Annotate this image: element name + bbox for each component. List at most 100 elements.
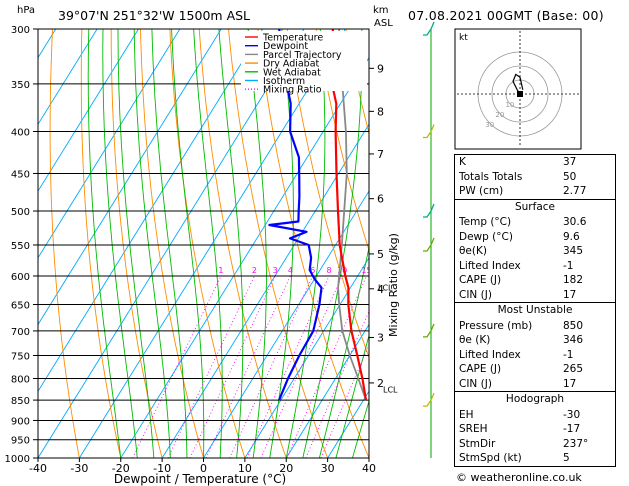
- hodograph-param-label: StmDir: [459, 437, 496, 450]
- credit-text: © weatheronline.co.uk: [456, 471, 582, 484]
- hodograph-params-section: Hodograph EH -30 SREH -17 StmDir 237° StmSpd (…: [454, 391, 617, 467]
- most-unstable-section: Most Unstable Pressure (mb) 850 θe (K) 346 L…: [454, 302, 617, 393]
- isotherm-line: [38, 29, 181, 259]
- hodograph-param-row: EH -30: [455, 407, 617, 422]
- isotherm-line: [38, 29, 263, 393]
- mixing-ratio-label: 10: [337, 266, 347, 275]
- most-unstable-label: CAPE (J): [459, 363, 502, 376]
- isotherm-line: [203, 190, 369, 458]
- pressure-label: 300: [11, 25, 30, 36]
- x-tick-label: -10: [153, 462, 171, 475]
- hodograph-param-value: -30: [563, 408, 581, 421]
- most-unstable-row: CIN (J) 17: [455, 377, 617, 392]
- index-value: 50: [563, 170, 577, 183]
- isotherm-line: [78, 29, 346, 458]
- most-unstable-label: Pressure (mb): [459, 319, 533, 332]
- legend-label: Dry Adiabat: [263, 59, 320, 70]
- isotherm-line: [285, 323, 369, 458]
- hodograph-ring-label: 30: [485, 121, 494, 129]
- dry-adiabat-line: [140, 29, 204, 458]
- pressure-label: 550: [11, 241, 30, 252]
- hodograph-trace: [512, 73, 524, 95]
- hodograph-param-row: StmSpd (kt) 5: [455, 451, 617, 466]
- pressure-label: 950: [11, 436, 30, 447]
- surface-row: CAPE (J) 182: [455, 273, 617, 288]
- x-tick-label: -40: [29, 462, 47, 475]
- parcel-trajectory-profile-line: [337, 29, 367, 401]
- isotherm-line: [38, 29, 98, 126]
- wind-barb: [423, 21, 435, 36]
- legend-label: Isotherm: [263, 76, 305, 87]
- index-value: 37: [563, 156, 577, 169]
- legend-label: Parcel Trajectory: [263, 50, 342, 61]
- mixing-ratio-axis-title: Mixing Ratio (g/kg): [387, 233, 400, 337]
- hodograph-storm-marker: [517, 91, 523, 97]
- mixing-ratio-line: [167, 275, 255, 458]
- hodograph-param-value: 237°: [563, 437, 589, 450]
- km-tick-label: 6: [377, 193, 384, 206]
- legend-box: [241, 31, 367, 91]
- surface-label: Dewp (°C): [459, 230, 513, 243]
- hodograph-param-label: EH: [459, 408, 474, 421]
- most-unstable-row: CAPE (J) 265: [455, 362, 617, 377]
- x-tick-label: 30: [321, 462, 335, 475]
- most-unstable-label: Lifted Index: [459, 348, 521, 361]
- mixing-ratio-line: [189, 275, 276, 458]
- wet-adiabat-line: [171, 29, 205, 458]
- pressure-label: 750: [11, 351, 30, 362]
- dewpoint-profile-line: [268, 29, 323, 401]
- legend-label: Temperature: [262, 33, 323, 44]
- wet-adiabat-line: [335, 333, 369, 458]
- indices-panel: K 37 Totals Totals 50 PW (cm) 2.77 Surface Te…: [454, 154, 617, 467]
- hodograph-ring: [491, 65, 549, 123]
- pressure-label: 400: [11, 128, 30, 139]
- x-tick-label: 10: [238, 462, 252, 475]
- wind-barb: [423, 392, 435, 407]
- surface-row: Dewp (°C) 9.6: [455, 229, 617, 244]
- x-tick-label: 0: [200, 462, 207, 475]
- index-value: 2.77: [563, 185, 587, 198]
- lcl-lower-label: LCL: [383, 385, 398, 394]
- surface-section: Surface Temp (°C) 30.6 Dewp (°C) 9.6 θe(K) 34…: [454, 198, 617, 304]
- mixing-ratio-label: 6: [310, 266, 315, 275]
- most-unstable-value: 265: [563, 363, 584, 376]
- wind-barb: [423, 323, 435, 338]
- isotherm-line: [120, 56, 369, 458]
- most-unstable-value: -1: [563, 348, 574, 361]
- hodograph-unit-label: kt: [459, 33, 468, 43]
- isotherm-line: [38, 29, 222, 326]
- isotherm-line: [38, 29, 305, 458]
- index-row: Totals Totals 50: [455, 170, 617, 185]
- km-tick-label: 5: [377, 248, 384, 261]
- most-unstable-label: CIN (J): [459, 378, 492, 391]
- wind-barb: [423, 237, 435, 252]
- km-tick-label: 8: [377, 105, 384, 118]
- hodograph-ring-label: 20: [495, 111, 504, 119]
- mixing-ratio-label: 1: [218, 266, 223, 275]
- most-unstable-value: 346: [563, 334, 584, 347]
- surface-label: Lifted Index: [459, 259, 521, 272]
- isotherm-line: [38, 29, 139, 192]
- mixing-ratio-line: [246, 275, 330, 458]
- surface-row: Temp (°C) 30.6: [455, 215, 617, 230]
- pressure-label: 650: [11, 301, 30, 312]
- surface-row: Lifted Index -1: [455, 259, 617, 274]
- hodograph-frame: [454, 28, 582, 150]
- asl-unit-label: ASL: [374, 18, 393, 29]
- mixing-ratio-label: 15: [361, 266, 371, 275]
- most-unstable-row: θe (K) 346: [455, 333, 617, 348]
- x-tick-label: -20: [112, 462, 130, 475]
- surface-row: CIN (J) 17: [455, 288, 617, 303]
- pressure-label: 700: [11, 327, 30, 338]
- isotherm-line: [244, 256, 369, 458]
- pressure-label: 500: [11, 207, 30, 218]
- location-title: 39°07'N 251°32'W 1500m ASL: [58, 8, 250, 23]
- mixing-ratio-label: 2: [252, 266, 257, 275]
- index-row: PW (cm) 2.77: [455, 184, 617, 199]
- hodograph-param-label: StmSpd (kt): [459, 452, 522, 465]
- pressure-unit-label: hPa: [17, 5, 35, 16]
- surface-value: 182: [563, 274, 584, 287]
- hodograph-param-value: -17: [563, 423, 581, 436]
- surface-label: CIN (J): [459, 289, 492, 302]
